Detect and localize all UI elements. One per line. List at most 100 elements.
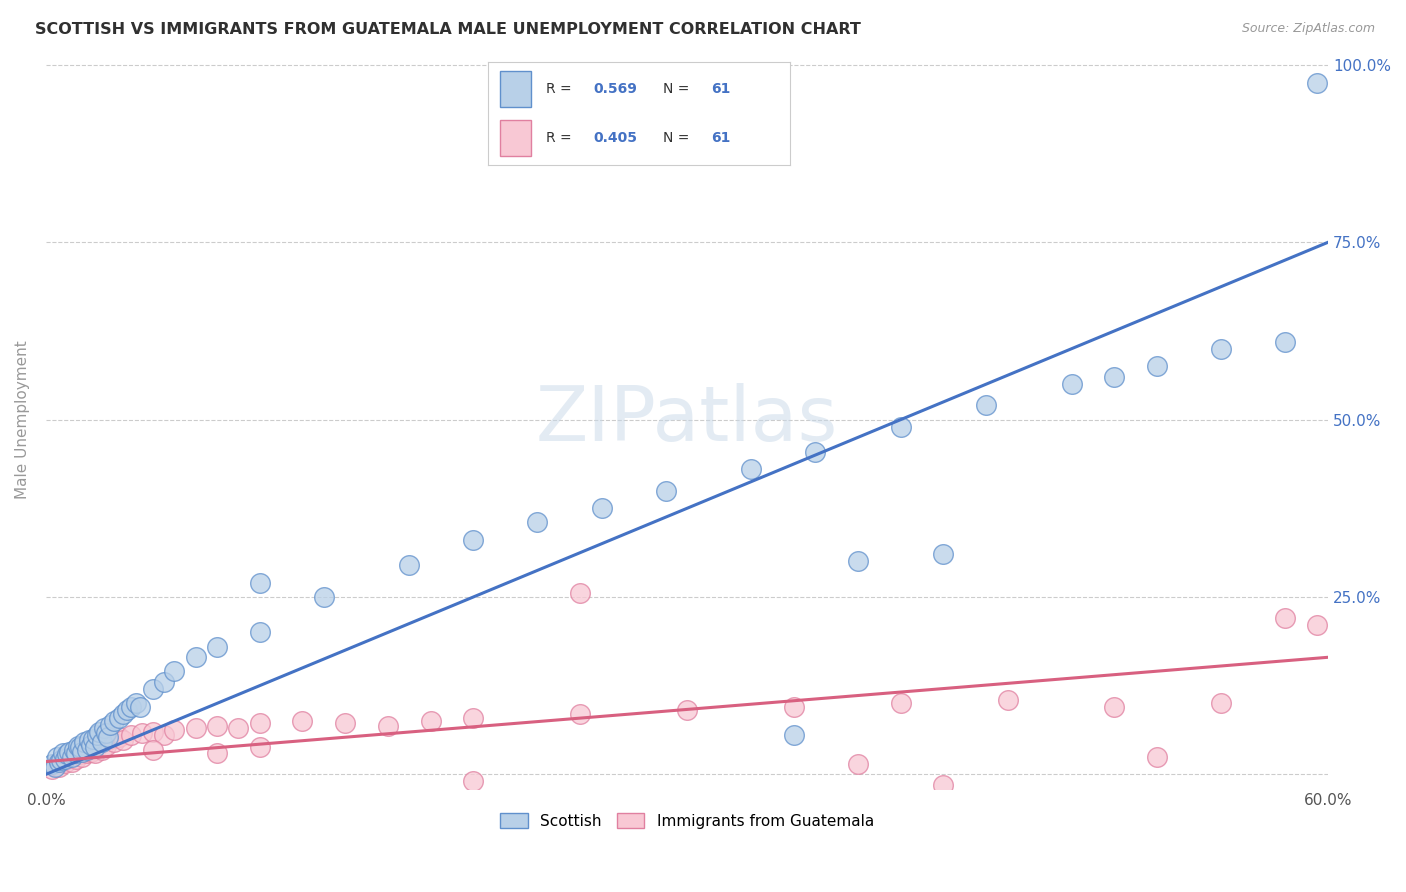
Scottish [120, 700, 142, 714]
Scottish [82, 731, 104, 746]
Immigrants from Guatemala [569, 706, 592, 721]
Scottish [72, 745, 94, 759]
Immigrants from Guatemala [45, 756, 67, 771]
Scottish [80, 738, 103, 752]
Scottish [125, 697, 148, 711]
Scottish [974, 398, 997, 412]
Scottish [111, 706, 134, 721]
Scottish [60, 749, 83, 764]
Immigrants from Guatemala [48, 760, 70, 774]
Scottish [45, 749, 67, 764]
Immigrants from Guatemala [111, 733, 134, 747]
Scottish [783, 728, 806, 742]
Scottish [97, 731, 120, 745]
Scottish [48, 755, 70, 769]
Scottish [84, 740, 107, 755]
Immigrants from Guatemala [84, 746, 107, 760]
Scottish [932, 548, 955, 562]
Immigrants from Guatemala [89, 735, 111, 749]
Scottish [93, 721, 115, 735]
Scottish [249, 625, 271, 640]
Scottish [98, 717, 121, 731]
Scottish [142, 682, 165, 697]
Immigrants from Guatemala [66, 745, 89, 759]
Scottish [1306, 76, 1329, 90]
Immigrants from Guatemala [82, 739, 104, 753]
Immigrants from Guatemala [76, 746, 98, 760]
Scottish [1060, 377, 1083, 392]
Immigrants from Guatemala [94, 739, 117, 753]
Immigrants from Guatemala [569, 586, 592, 600]
Scottish [90, 735, 112, 749]
Immigrants from Guatemala [1104, 700, 1126, 714]
Immigrants from Guatemala [249, 740, 271, 755]
Immigrants from Guatemala [997, 693, 1019, 707]
Scottish [205, 640, 228, 654]
Immigrants from Guatemala [846, 756, 869, 771]
Immigrants from Guatemala [44, 759, 66, 773]
Immigrants from Guatemala [463, 710, 485, 724]
Immigrants from Guatemala [107, 731, 129, 745]
Scottish [86, 728, 108, 742]
Scottish [1211, 342, 1233, 356]
Scottish [69, 740, 91, 755]
Immigrants from Guatemala [163, 723, 186, 738]
Immigrants from Guatemala [72, 749, 94, 764]
Scottish [89, 724, 111, 739]
Scottish [115, 704, 138, 718]
Immigrants from Guatemala [41, 762, 63, 776]
Scottish [526, 516, 548, 530]
Immigrants from Guatemala [86, 738, 108, 752]
Immigrants from Guatemala [1274, 611, 1296, 625]
Scottish [1104, 370, 1126, 384]
Immigrants from Guatemala [205, 746, 228, 760]
Immigrants from Guatemala [58, 749, 80, 764]
Scottish [76, 742, 98, 756]
Immigrants from Guatemala [131, 726, 153, 740]
Immigrants from Guatemala [60, 755, 83, 769]
Immigrants from Guatemala [93, 733, 115, 747]
Scottish [62, 742, 84, 756]
Scottish [53, 752, 76, 766]
Immigrants from Guatemala [205, 719, 228, 733]
Scottish [152, 675, 174, 690]
Immigrants from Guatemala [98, 731, 121, 746]
Scottish [804, 444, 827, 458]
Scottish [77, 733, 100, 747]
Scottish [249, 575, 271, 590]
Immigrants from Guatemala [249, 716, 271, 731]
Immigrants from Guatemala [676, 704, 699, 718]
Scottish [890, 419, 912, 434]
Scottish [73, 735, 96, 749]
Scottish [107, 710, 129, 724]
Scottish [591, 501, 613, 516]
Immigrants from Guatemala [52, 753, 75, 767]
Immigrants from Guatemala [142, 724, 165, 739]
Scottish [312, 590, 335, 604]
Scottish [52, 746, 75, 760]
Scottish [58, 745, 80, 759]
Immigrants from Guatemala [53, 756, 76, 770]
Text: SCOTTISH VS IMMIGRANTS FROM GUATEMALA MALE UNEMPLOYMENT CORRELATION CHART: SCOTTISH VS IMMIGRANTS FROM GUATEMALA MA… [35, 22, 860, 37]
Immigrants from Guatemala [377, 719, 399, 733]
Immigrants from Guatemala [103, 735, 125, 749]
Immigrants from Guatemala [49, 755, 72, 769]
Scottish [65, 746, 87, 760]
Scottish [94, 726, 117, 740]
Immigrants from Guatemala [56, 752, 79, 766]
Scottish [41, 756, 63, 771]
Immigrants from Guatemala [65, 752, 87, 766]
Immigrants from Guatemala [932, 778, 955, 792]
Scottish [56, 747, 79, 762]
Immigrants from Guatemala [120, 728, 142, 742]
Legend: Scottish, Immigrants from Guatemala: Scottish, Immigrants from Guatemala [492, 805, 882, 836]
Scottish [1274, 334, 1296, 349]
Immigrants from Guatemala [142, 742, 165, 756]
Immigrants from Guatemala [62, 747, 84, 762]
Immigrants from Guatemala [291, 714, 314, 728]
Scottish [49, 753, 72, 767]
Scottish [44, 760, 66, 774]
Y-axis label: Male Unemployment: Male Unemployment [15, 340, 30, 499]
Immigrants from Guatemala [1211, 697, 1233, 711]
Scottish [846, 554, 869, 568]
